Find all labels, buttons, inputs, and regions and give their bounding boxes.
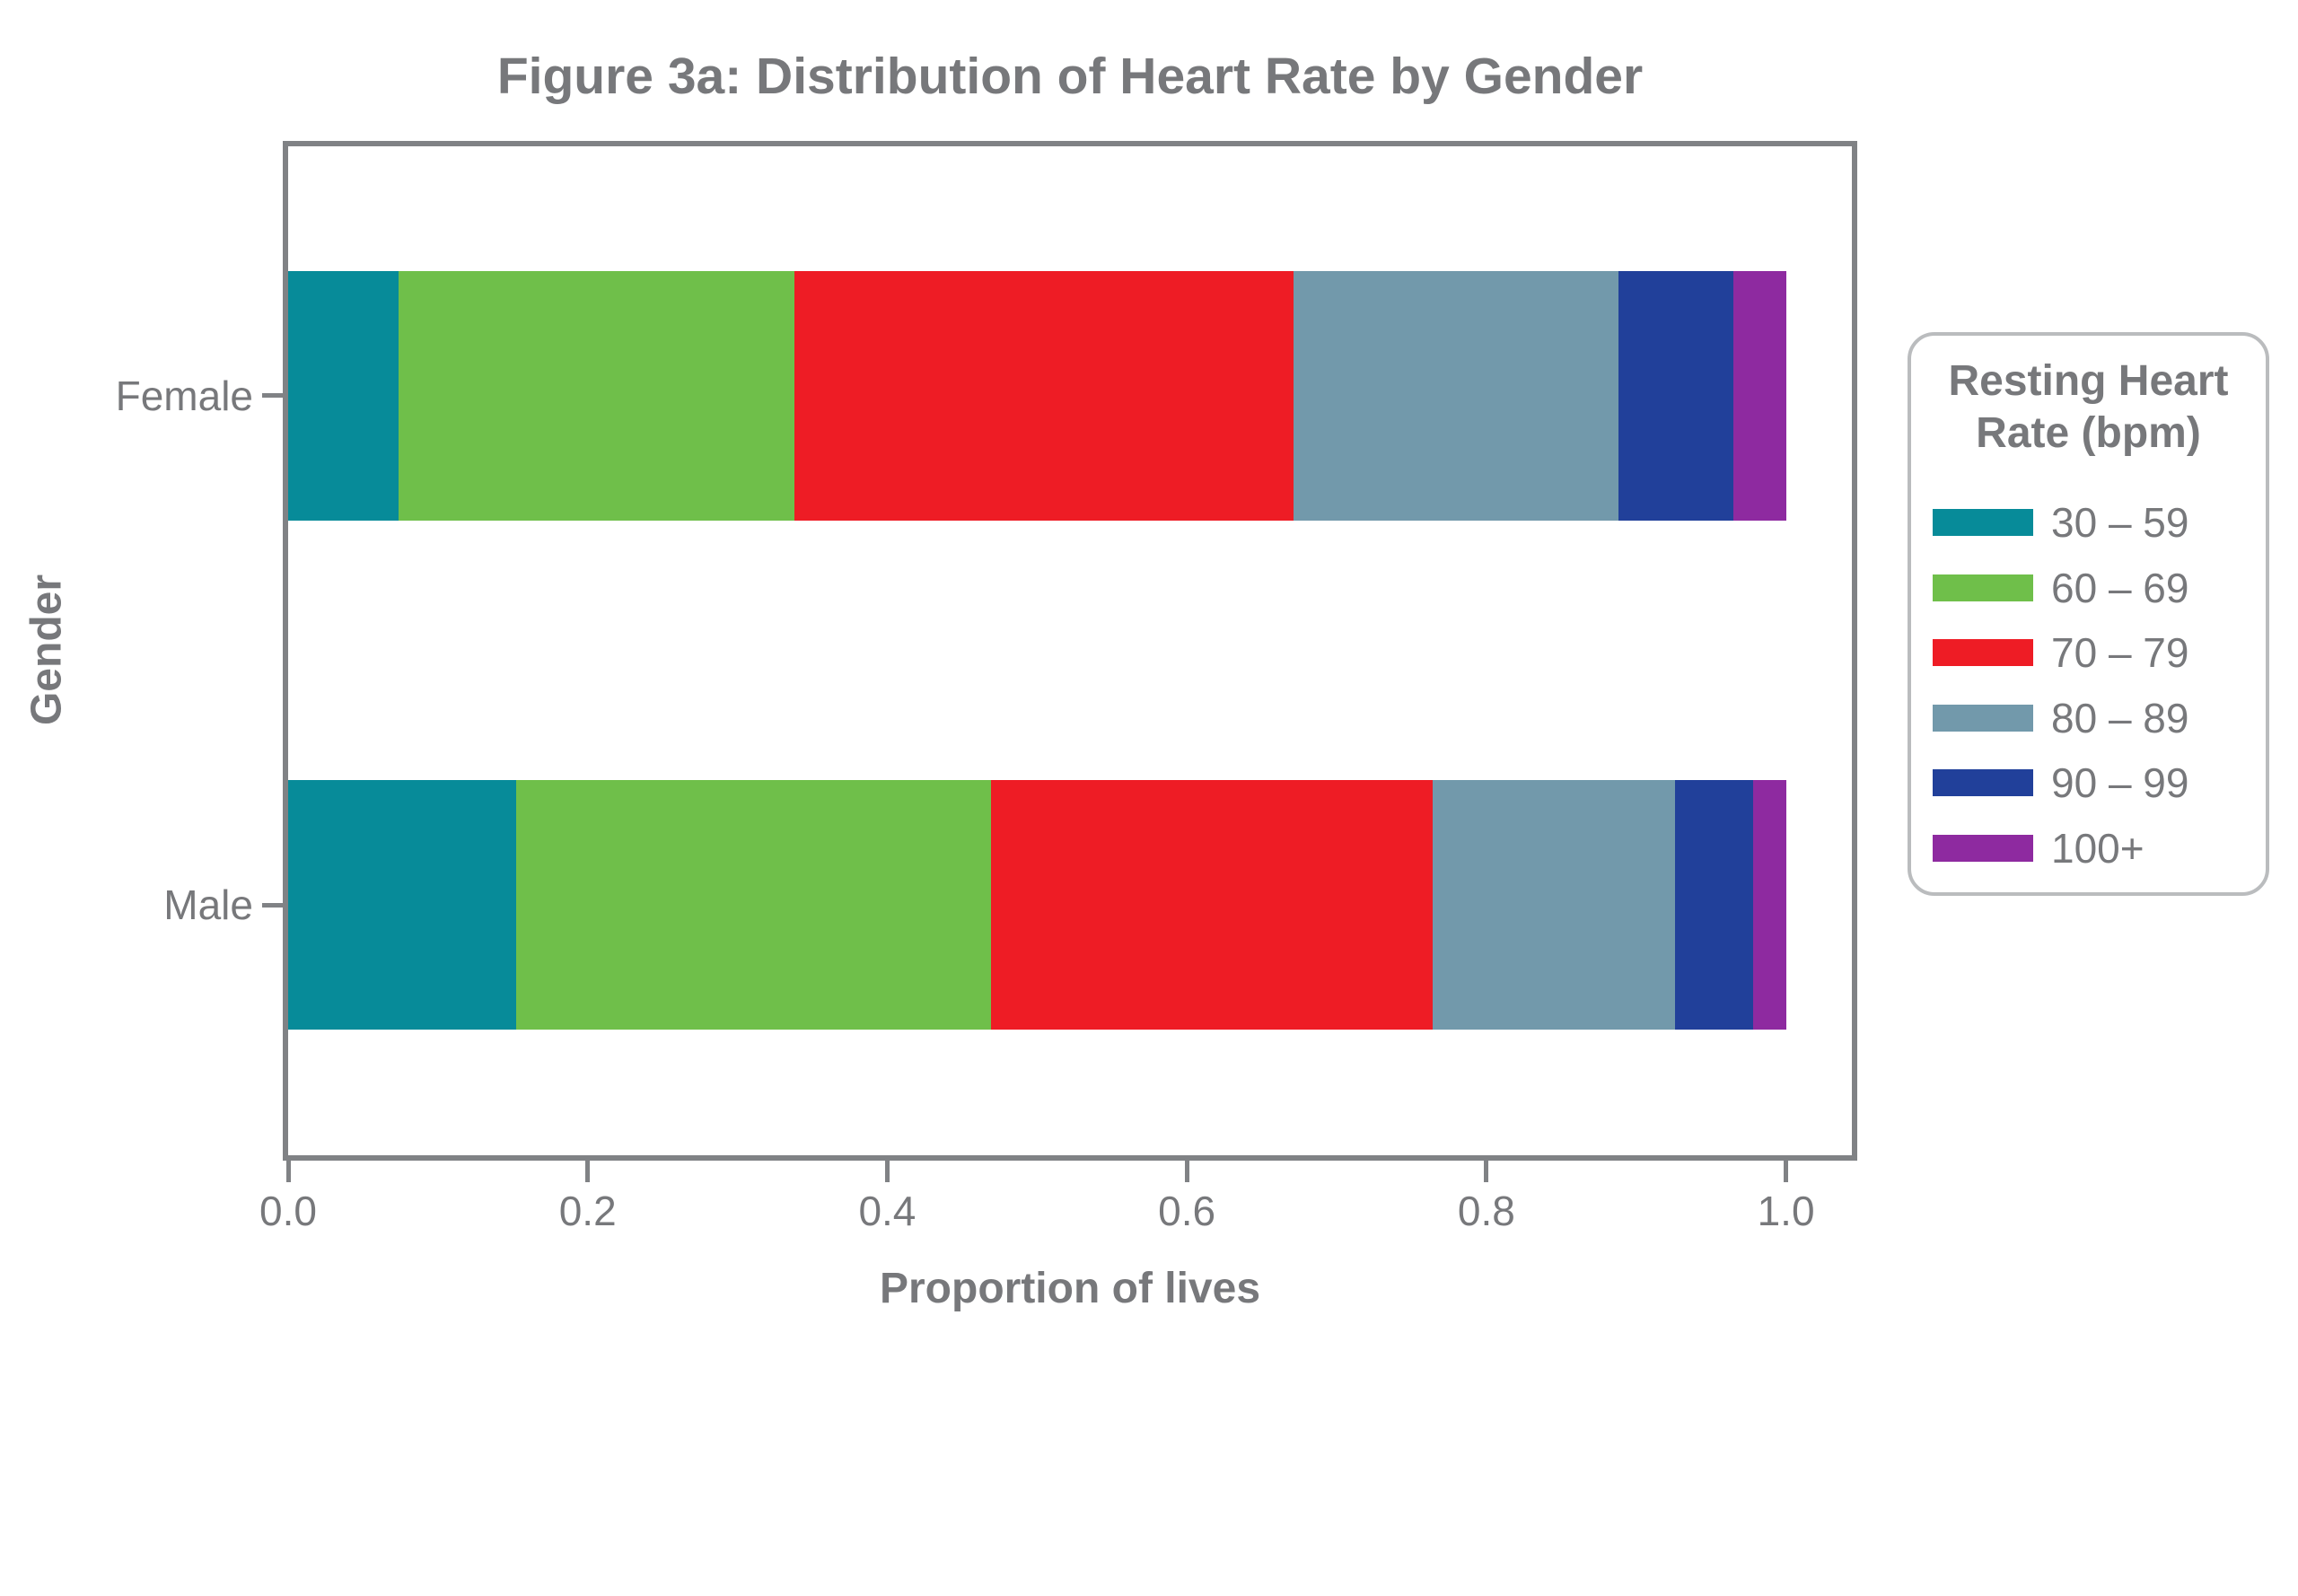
bar-segment-male-30–59 <box>288 780 516 1030</box>
x-axis-tick <box>285 1160 291 1182</box>
x-axis-tick <box>585 1160 591 1182</box>
legend-entry: 90 – 99 <box>1933 750 2257 816</box>
bar-male <box>288 780 1852 1030</box>
bar-segment-male-70–79 <box>990 780 1433 1030</box>
legend-entry-label: 100+ <box>2051 824 2145 872</box>
legend-entry-label: 80 – 89 <box>2051 694 2189 741</box>
x-axis-tick-label: 0.2 <box>558 1188 617 1234</box>
bar-segment-female-90–99 <box>1618 270 1734 522</box>
legend-entries: 30 – 59 60 – 69 70 – 79 80 – 89 90 – 99 100+ <box>1933 490 2257 881</box>
legend-entry-label: 60 – 69 <box>2051 564 2189 611</box>
x-axis-tick-label: 0.8 <box>1457 1188 1515 1234</box>
x-axis-title: Proportion of lives <box>879 1265 1261 1312</box>
legend-swatch <box>1933 574 2033 601</box>
plot-area <box>283 141 1857 1161</box>
legend: Resting Heart Rate (bpm) 30 – 59 60 – 69 7… <box>1908 332 2269 896</box>
x-axis-tick-label: 0.0 <box>259 1188 317 1234</box>
y-axis-tick <box>262 902 283 908</box>
legend-swatch <box>1933 769 2033 797</box>
legend-entry: 80 – 89 <box>1933 686 2257 751</box>
x-axis-tick <box>884 1160 890 1182</box>
x-axis-tick <box>1184 1160 1189 1182</box>
legend-entry: 100+ <box>1933 816 2257 881</box>
legend-title-line: Resting Heart <box>1948 357 2229 405</box>
x-axis-tick-label: 0.6 <box>1158 1188 1216 1234</box>
legend-entry: 30 – 59 <box>1933 490 2257 556</box>
bar-segment-male-60–69 <box>515 780 991 1030</box>
bar-segment-male-90–99 <box>1675 780 1753 1030</box>
legend-swatch <box>1933 509 2033 537</box>
legend-entry-label: 30 – 59 <box>2051 499 2189 547</box>
category-label-male: Male <box>163 881 253 929</box>
bar-female <box>288 270 1852 522</box>
bar-segment-male-80–89 <box>1432 780 1676 1030</box>
category-label-female: Female <box>115 372 253 419</box>
legend-title-line: Rate (bpm) <box>1976 409 2201 457</box>
bar-segment-female-30–59 <box>288 270 399 522</box>
bar-segment-female-100+ <box>1733 270 1786 522</box>
legend-entry-label: 90 – 99 <box>2051 759 2189 807</box>
legend-swatch <box>1933 639 2033 667</box>
legend-swatch <box>1933 834 2033 862</box>
bar-segment-female-70–79 <box>794 270 1294 522</box>
legend-swatch <box>1933 704 2033 732</box>
legend-entry-label: 70 – 79 <box>2051 629 2189 677</box>
x-axis-tick <box>1784 1160 1789 1182</box>
legend-title: Resting Heart Rate (bpm) <box>1911 355 2266 460</box>
bar-segment-male-100+ <box>1752 780 1786 1030</box>
chart-title: Figure 3a: Distribution of Heart Rate by… <box>496 48 1644 105</box>
legend-entry: 70 – 79 <box>1933 620 2257 686</box>
x-axis-tick-label: 1.0 <box>1757 1188 1815 1234</box>
x-axis-tick-label: 0.4 <box>858 1188 917 1234</box>
y-axis-tick <box>262 393 283 399</box>
y-axis-title: Gender <box>22 574 71 726</box>
bar-segment-female-60–69 <box>399 270 794 522</box>
legend-entry: 60 – 69 <box>1933 556 2257 621</box>
x-axis-tick <box>1484 1160 1489 1182</box>
bar-segment-female-80–89 <box>1293 270 1618 522</box>
